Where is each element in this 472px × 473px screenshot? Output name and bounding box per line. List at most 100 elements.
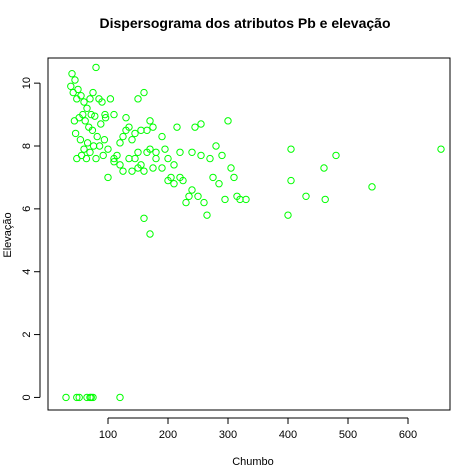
data-point xyxy=(161,145,169,153)
x-tick-label: 500 xyxy=(339,429,357,441)
data-point xyxy=(158,164,166,172)
y-tick-label: 8 xyxy=(21,143,33,149)
data-point xyxy=(137,126,145,134)
data-point xyxy=(321,195,329,204)
data-point xyxy=(152,148,160,156)
y-tick-label: 10 xyxy=(21,77,33,89)
data-point xyxy=(101,114,110,122)
data-point xyxy=(206,154,214,163)
data-point xyxy=(116,139,124,147)
data-point xyxy=(131,154,139,163)
data-point xyxy=(140,88,148,97)
data-point xyxy=(173,123,181,131)
data-point xyxy=(227,164,235,172)
y-tick-label: 0 xyxy=(21,394,33,400)
data-point xyxy=(203,211,211,219)
data-point xyxy=(99,151,107,160)
data-point xyxy=(140,167,148,175)
data-point xyxy=(110,154,118,163)
data-point xyxy=(128,167,136,175)
data-point xyxy=(88,126,97,134)
data-point xyxy=(146,230,154,238)
data-point xyxy=(128,136,136,144)
data-point xyxy=(185,192,193,200)
data-point xyxy=(149,164,157,172)
data-point xyxy=(91,112,99,120)
data-point xyxy=(98,98,106,106)
data-point xyxy=(230,173,238,182)
data-point xyxy=(86,95,94,103)
x-tick-label: 200 xyxy=(159,429,177,441)
data-point xyxy=(93,132,101,141)
data-point xyxy=(209,173,217,182)
data-point xyxy=(143,126,151,134)
data-point xyxy=(81,117,89,125)
plot-area xyxy=(47,57,451,411)
data-point xyxy=(164,176,172,185)
x-axis: 100 200 300 400 500 600 xyxy=(99,417,417,441)
data-point xyxy=(89,393,97,402)
data-point xyxy=(80,145,88,153)
data-point xyxy=(437,145,445,153)
data-point xyxy=(200,198,208,207)
data-point xyxy=(188,186,196,194)
data-point xyxy=(87,110,95,119)
data-point xyxy=(302,192,310,200)
data-point xyxy=(104,145,112,153)
data-point xyxy=(188,148,196,156)
data-point xyxy=(284,211,292,219)
data-point xyxy=(89,88,97,97)
chart-title: Dispersograma dos atributos Pb e elevaçã… xyxy=(100,15,391,31)
data-point xyxy=(137,161,145,169)
data-point xyxy=(71,129,80,138)
data-point xyxy=(287,145,295,153)
data-point xyxy=(76,136,85,144)
y-axis-label: Elevação xyxy=(2,212,14,257)
data-point xyxy=(221,195,229,204)
plot-frame xyxy=(47,57,451,411)
data-point xyxy=(101,110,109,119)
data-point xyxy=(182,198,190,207)
data-point xyxy=(197,151,205,160)
data-point xyxy=(82,154,91,163)
data-point xyxy=(164,154,172,163)
data-point xyxy=(191,123,199,131)
data-point xyxy=(218,151,226,160)
data-point xyxy=(73,95,81,103)
data-point xyxy=(95,142,104,150)
data-point xyxy=(149,123,157,131)
data-point xyxy=(152,154,160,163)
data-point xyxy=(287,176,295,185)
data-point xyxy=(106,95,115,103)
data-point xyxy=(116,393,124,402)
data-point xyxy=(122,114,130,122)
data-point xyxy=(100,136,109,144)
x-axis-label: Chumbo xyxy=(232,456,274,468)
data-point xyxy=(68,70,76,78)
data-point xyxy=(176,173,184,182)
y-tick-label: 6 xyxy=(21,206,33,212)
data-point xyxy=(62,393,70,402)
data-point xyxy=(119,132,127,141)
data-point xyxy=(131,129,139,138)
data-point xyxy=(80,98,88,106)
data-point xyxy=(70,117,79,125)
data-point xyxy=(368,183,376,191)
data-point xyxy=(146,145,154,153)
data-point xyxy=(332,151,340,160)
data-point xyxy=(97,120,105,128)
data-point xyxy=(122,126,130,134)
data-point xyxy=(92,63,100,72)
x-tick-label: 600 xyxy=(399,429,417,441)
data-point xyxy=(134,148,142,156)
data-point xyxy=(146,117,154,125)
data-point xyxy=(170,161,178,169)
data-point xyxy=(125,154,133,163)
data-point xyxy=(67,82,75,90)
data-point xyxy=(119,167,127,175)
x-tick-label: 300 xyxy=(219,429,237,441)
data-point xyxy=(83,139,92,147)
data-point xyxy=(69,88,77,97)
data-point xyxy=(75,393,83,402)
data-point xyxy=(212,142,220,150)
